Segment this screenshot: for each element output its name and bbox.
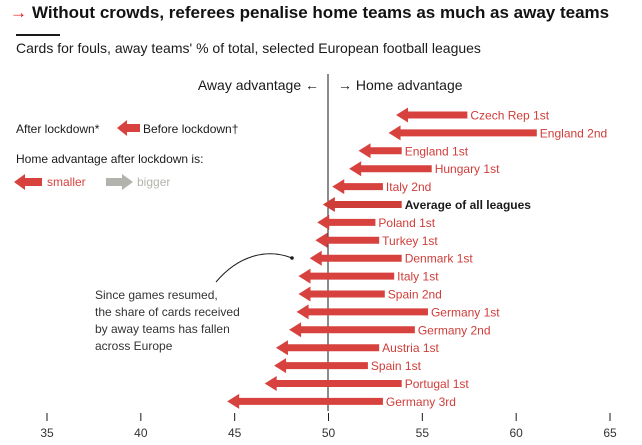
- legend-smaller-label: smaller: [47, 175, 86, 189]
- arrow-hungary-1st: [349, 161, 432, 177]
- arrow-portugal-1st: [264, 376, 402, 391]
- x-tick-label-65: 65: [603, 426, 617, 440]
- x-axis: 35 40 45 50 55 60 65: [40, 413, 617, 440]
- row-label-turkey-1st: Turkey 1st: [382, 234, 438, 248]
- arrow-germany-3rd: [227, 393, 383, 409]
- arrow-spain-2nd: [298, 286, 385, 302]
- arrow-england-2nd: [388, 125, 537, 141]
- annotation: Since games resumed, the share of cards …: [95, 288, 240, 353]
- annotation-line-3: by away teams has fallen: [95, 322, 230, 336]
- legend-before-label: Before lockdown†: [143, 122, 238, 136]
- row-label-england-1st: England 1st: [405, 144, 469, 158]
- row-label-hungary-1st: Hungary 1st: [435, 162, 500, 176]
- row-label-italy-2nd: Italy 2nd: [386, 180, 431, 194]
- row-label-denmark-1st: Denmark 1st: [405, 252, 474, 266]
- chart-subtitle: Cards for fouls, away teams' % of total,…: [16, 34, 481, 56]
- x-tick-label-35: 35: [40, 426, 54, 440]
- row-label-czech-rep-1st: Czech Rep 1st: [470, 109, 549, 123]
- arrow-england-1st: [358, 143, 402, 159]
- arrow-denmark-1st: [309, 250, 402, 266]
- arrow-austria-1st: [275, 340, 380, 356]
- arrow-poland-1st: [317, 214, 376, 230]
- arrow-czech-rep-1st: [396, 107, 468, 123]
- arrow-germany-2nd: [289, 322, 415, 338]
- arrow-spain-1st: [274, 358, 368, 374]
- x-tick-label-40: 40: [134, 426, 148, 440]
- row-label-germany-1st: Germany 1st: [431, 305, 500, 319]
- row-label-average-of-all-leagues: Average of all leagues: [405, 198, 532, 212]
- row-label-italy-1st: Italy 1st: [397, 270, 439, 284]
- legend-bigger-label: bigger: [137, 175, 170, 189]
- arrow-italy-1st: [298, 268, 395, 284]
- title-text: Without crowds, referees penalise home t…: [32, 3, 610, 22]
- x-tick-label-60: 60: [509, 426, 523, 440]
- legend-bigger-arrow-icon: [106, 174, 133, 190]
- legend-smaller-arrow-icon: [14, 174, 42, 190]
- away-advantage-label: Away advantage ←: [198, 77, 319, 93]
- x-tick-label-50: 50: [322, 426, 336, 440]
- annotation-line-1: Since games resumed,: [95, 288, 218, 302]
- arrow-average-of-all-leagues: [322, 197, 402, 212]
- row-labels: Czech Rep 1st England 2nd England 1st Hunga…: [371, 109, 607, 409]
- title-arrow-icon: →: [10, 3, 27, 22]
- row-label-spain-2nd: Spain 2nd: [388, 288, 442, 302]
- row-label-germany-2nd: Germany 2nd: [418, 323, 491, 337]
- row-label-austria-1st: Austria 1st: [382, 341, 439, 355]
- arrow-turkey-1st: [315, 232, 380, 248]
- row-label-portugal-1st: Portugal 1st: [405, 377, 470, 391]
- arrow-germany-1st: [296, 304, 428, 320]
- annotation-line-2: the share of cards received: [95, 305, 240, 319]
- x-tick-label-45: 45: [228, 426, 242, 440]
- annotation-line-4: across Europe: [95, 339, 173, 353]
- arrow-series: [227, 107, 537, 409]
- row-label-england-2nd: England 2nd: [540, 126, 607, 140]
- annotation-leader-line: [215, 253, 293, 283]
- annotation-dot: [290, 256, 294, 260]
- x-tick-label-55: 55: [416, 426, 430, 440]
- chart-title: → Without crowds, referees penalise home …: [10, 3, 609, 23]
- row-label-poland-1st: Poland 1st: [378, 216, 435, 230]
- legend-red-arrow-icon: [117, 120, 140, 136]
- row-label-germany-3rd: Germany 3rd: [386, 395, 456, 409]
- legend-heading: Home advantage after lockdown is:: [16, 152, 203, 166]
- row-label-spain-1st: Spain 1st: [371, 359, 422, 373]
- home-advantage-label: → Home advantage: [338, 77, 463, 93]
- legend-after-label: After lockdown*: [16, 122, 100, 136]
- arrow-italy-2nd: [332, 179, 383, 195]
